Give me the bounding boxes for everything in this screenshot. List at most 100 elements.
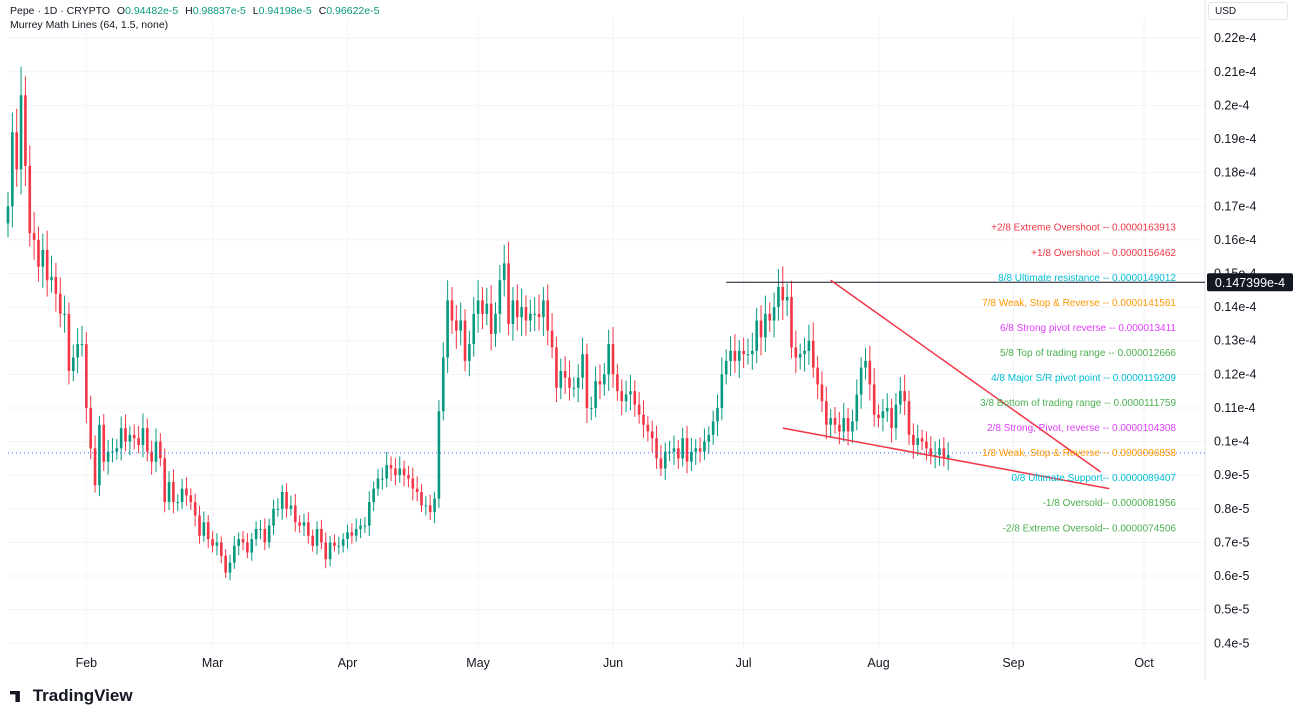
candle-body bbox=[733, 350, 737, 361]
candle-body bbox=[524, 307, 528, 321]
candle-body bbox=[620, 391, 624, 402]
candle-body bbox=[729, 350, 732, 361]
murrey-line-label: 8/8 Ultimate resistance -- 0.0000149012 bbox=[998, 273, 1176, 284]
candle-body bbox=[333, 542, 336, 546]
candle-body bbox=[263, 528, 267, 543]
candle-body bbox=[320, 528, 323, 543]
candle-body bbox=[537, 313, 541, 318]
murrey-line-label: -2/8 Extreme Oversold-- 0.0000074506 bbox=[1003, 523, 1177, 534]
low-label: L bbox=[252, 5, 259, 17]
candle-body bbox=[472, 313, 476, 345]
candle-body bbox=[568, 377, 571, 388]
candle-body bbox=[681, 438, 684, 459]
x-tick-label: Jul bbox=[736, 656, 752, 670]
resistance-price-label: 0.147399e-4 bbox=[1215, 276, 1285, 290]
candle-body bbox=[341, 539, 345, 546]
y-tick-label: 0.12e-4 bbox=[1214, 367, 1256, 381]
candle-body bbox=[785, 297, 789, 301]
candle-body bbox=[63, 313, 66, 315]
tradingview-logo[interactable]: TradingView bbox=[10, 686, 133, 706]
candle-body bbox=[764, 313, 767, 338]
y-tick-label: 0.4e-5 bbox=[1214, 636, 1249, 650]
candle-body bbox=[816, 367, 819, 385]
candle-body bbox=[603, 374, 606, 385]
murrey-line-label: +2/8 Extreme Overshoot -- 0.0000163913 bbox=[991, 223, 1176, 234]
candle-body bbox=[716, 407, 719, 422]
candle-body bbox=[176, 502, 180, 504]
candle-body bbox=[446, 300, 449, 358]
candle-body bbox=[920, 438, 924, 442]
tradingview-logo-icon bbox=[10, 691, 20, 703]
candle-body bbox=[759, 320, 763, 338]
candle-body bbox=[855, 394, 859, 422]
candle-body bbox=[428, 505, 432, 513]
candle-body bbox=[481, 300, 484, 314]
candle-body bbox=[407, 475, 410, 479]
candle-body bbox=[346, 532, 349, 540]
murrey-line-label: +1/8 Overshoot -- 0.0000156462 bbox=[1031, 248, 1176, 259]
open-label: O bbox=[116, 5, 126, 17]
chart-legend: Pepe · 1D · CRYPTO O0.94482e-5 H0.98837e… bbox=[10, 4, 379, 32]
x-tick-label: Jun bbox=[603, 656, 623, 670]
candle-body bbox=[737, 350, 741, 361]
upper-trendline[interactable] bbox=[830, 279, 1101, 473]
candle-body bbox=[189, 495, 193, 503]
open-value: 0.94482e-5 bbox=[125, 5, 179, 17]
candle-body bbox=[494, 313, 497, 334]
y-tick-label: 0.14e-4 bbox=[1214, 300, 1256, 314]
candle-body bbox=[616, 374, 619, 392]
candle-body bbox=[141, 428, 145, 445]
resistance-price-tag bbox=[1207, 273, 1293, 292]
candle-body bbox=[411, 478, 415, 489]
indicator-label[interactable]: Murrey Math Lines (64, 1.5, none) bbox=[10, 19, 169, 31]
candle-body bbox=[24, 95, 27, 166]
candle-body bbox=[246, 542, 249, 553]
candle-body bbox=[354, 528, 358, 536]
symbol-label[interactable]: Pepe · 1D · CRYPTO bbox=[10, 5, 110, 17]
candle-body bbox=[581, 354, 584, 378]
y-tick-label: 0.6e-5 bbox=[1214, 569, 1249, 583]
candle-body bbox=[707, 434, 711, 442]
candle-body bbox=[206, 522, 210, 540]
candle-body bbox=[607, 344, 610, 375]
candle-body bbox=[498, 280, 502, 314]
candle-body bbox=[41, 249, 45, 267]
close-value: 0.96622e-5 bbox=[326, 5, 380, 17]
candle-body bbox=[907, 401, 911, 435]
candle-body bbox=[650, 431, 654, 439]
candle-body bbox=[180, 488, 184, 503]
candle-body bbox=[890, 407, 893, 429]
candle-body bbox=[820, 384, 824, 402]
candle-body bbox=[594, 381, 597, 408]
candle-body bbox=[842, 418, 846, 432]
candle-body bbox=[185, 488, 188, 496]
tradingview-logo-text: TradingView bbox=[32, 686, 133, 705]
candle-body bbox=[529, 313, 532, 321]
candle-body bbox=[250, 539, 254, 553]
lower-trendline[interactable] bbox=[782, 427, 1110, 490]
candle-body bbox=[198, 515, 201, 536]
candle-body bbox=[559, 370, 563, 388]
candle-body bbox=[542, 300, 545, 318]
currency-selector[interactable]: USD bbox=[1208, 2, 1288, 20]
candle-body bbox=[877, 414, 880, 419]
candle-body bbox=[398, 468, 402, 476]
candle-body bbox=[441, 357, 445, 412]
candle-body bbox=[803, 350, 806, 355]
candle-body bbox=[150, 451, 153, 462]
candle-body bbox=[511, 300, 515, 324]
x-tick-label: Feb bbox=[76, 656, 98, 670]
candle-body bbox=[751, 350, 754, 355]
candle-body bbox=[132, 434, 136, 439]
candle-body bbox=[881, 411, 885, 419]
murrey-line-label: 4/8 Major S/R pivot point -- 0.000011920… bbox=[991, 373, 1176, 384]
murrey-line-label: 2/8 Strong, Pivot, reverse -- 0.00001043… bbox=[987, 423, 1176, 434]
candle-body bbox=[76, 344, 79, 358]
candle-body bbox=[576, 377, 580, 388]
candle-body bbox=[32, 233, 36, 240]
candle-body bbox=[811, 340, 815, 368]
candle-body bbox=[58, 293, 62, 314]
candle-body bbox=[502, 263, 506, 281]
candle-body bbox=[885, 407, 889, 412]
candle-body bbox=[698, 448, 702, 452]
